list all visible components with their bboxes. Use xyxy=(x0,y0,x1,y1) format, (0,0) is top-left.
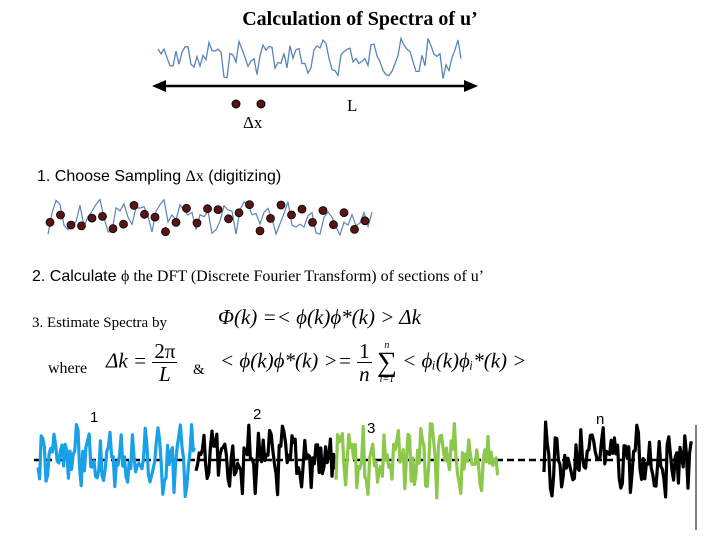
sum-symbol: ∑ xyxy=(376,346,397,378)
section-label-3: 3 xyxy=(367,420,376,437)
step-1-label: 1. Choose Sampling xyxy=(37,168,186,185)
step-1-symbol: Δx xyxy=(185,168,204,185)
sum-upper-limit: n xyxy=(384,339,390,351)
sample-dot xyxy=(45,217,55,227)
average-formula-lhs: < ϕ(k)ϕ*(k) >= xyxy=(220,348,352,373)
length-label: L xyxy=(347,96,358,115)
sample-dot xyxy=(339,208,349,218)
sample-dot xyxy=(287,210,296,220)
average-formula-denominator: n xyxy=(359,362,370,387)
dk-formula-numerator: 2π xyxy=(152,339,178,364)
spectrum-formula: Φ(k) =< ϕ(k)ϕ*(k) > Δk xyxy=(218,305,421,330)
sample-dot xyxy=(182,203,191,213)
step-2-symbol: ϕ xyxy=(120,268,130,285)
step-1-text: 1. Choose Sampling Δx (digitizing) xyxy=(37,168,281,186)
record-section-3 xyxy=(334,422,500,500)
sample-dot xyxy=(56,210,65,220)
velocity-signal-trace xyxy=(157,36,462,79)
sample-dot xyxy=(119,219,128,229)
digitized-signal-trace xyxy=(47,198,373,237)
sample-dot xyxy=(329,220,338,230)
ampersand-text: & xyxy=(193,362,205,378)
sample-dot xyxy=(276,200,286,210)
step-3-text: 3. Estimate Spectra by xyxy=(32,315,167,331)
arrow-left-head-icon xyxy=(152,80,166,92)
sample-dot xyxy=(213,205,223,215)
sample-dot xyxy=(266,213,275,223)
sample-dot xyxy=(350,224,359,234)
sample-dot xyxy=(224,214,233,224)
sample-dot xyxy=(318,206,328,215)
sample-dot xyxy=(203,204,212,214)
record-sections-group xyxy=(36,420,693,500)
sample-dot xyxy=(297,204,307,214)
sum-lower-limit: i=1 xyxy=(379,374,395,386)
dk-formula-denominator: L xyxy=(159,362,171,387)
record-section-1 xyxy=(36,423,197,499)
dk-formula-lhs: Δk = xyxy=(106,348,148,373)
sample-dot xyxy=(192,218,202,228)
sample-dot xyxy=(308,217,317,227)
section-label-2: 2 xyxy=(253,406,262,423)
spectrum-formula-rhs: < ϕ(k)ϕ*(k) > Δk xyxy=(276,305,421,329)
step-2-prefix: 2. Calculate xyxy=(32,268,121,285)
sample-dot xyxy=(108,224,118,234)
sample-dot xyxy=(66,220,76,230)
spacing-label: Δx xyxy=(243,113,263,132)
sample-dot xyxy=(161,227,170,237)
sample-dot xyxy=(256,99,266,109)
step-1-suffix: (digitizing) xyxy=(203,168,282,185)
average-formula: < ϕ(k)ϕ*(k) >= 1 n n ∑ i=1 < ϕᵢ(k)ϕᵢ*(k)… xyxy=(220,340,526,385)
arrow-right-head-icon xyxy=(464,80,478,92)
sample-dot xyxy=(98,211,107,221)
slide-title: Calculation of Spectra of u’ xyxy=(242,8,478,30)
where-text: where xyxy=(48,360,88,377)
step-2-label: the DFT (Discrete Fourier Transform) of … xyxy=(129,268,485,285)
section-label-n: n xyxy=(596,411,605,428)
sample-dot xyxy=(234,208,244,218)
average-formula-numerator: 1 xyxy=(357,339,372,364)
step-2-text: 2. Calculate ϕ the DFT (Discrete Fourier… xyxy=(32,268,484,286)
sample-dot xyxy=(255,226,265,236)
sample-dot xyxy=(87,213,97,223)
sample-dot xyxy=(245,200,254,210)
sample-dot xyxy=(140,209,149,219)
section-label-1: 1 xyxy=(90,409,99,426)
sample-dots-group xyxy=(45,200,370,237)
sample-dot xyxy=(231,99,241,109)
sample-dot xyxy=(150,212,160,222)
sample-dot xyxy=(360,216,370,226)
sample-dot xyxy=(77,221,86,231)
record-section-2 xyxy=(194,423,337,497)
dk-formula: Δk = 2π L xyxy=(106,339,178,387)
spectrum-formula-lhs: Φ(k) = xyxy=(218,305,277,329)
average-formula-rhs: < ϕᵢ(k)ϕᵢ*(k) > xyxy=(402,348,527,373)
sample-dot xyxy=(129,200,139,210)
sample-dot xyxy=(171,217,181,227)
record-section-4 xyxy=(542,420,693,499)
